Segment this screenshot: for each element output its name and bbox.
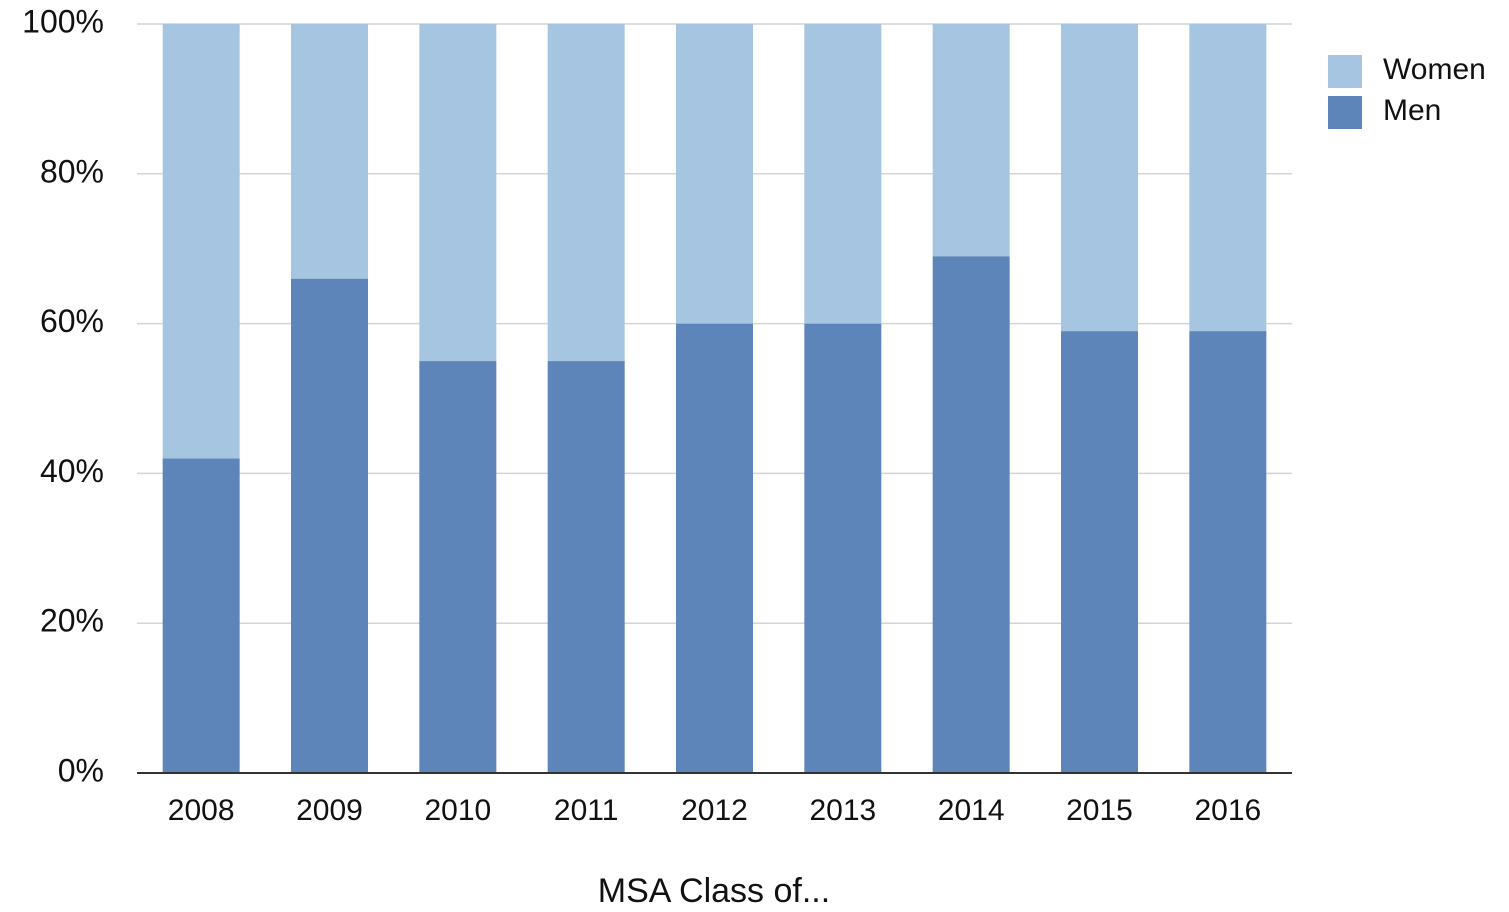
bar-segment	[419, 24, 497, 362]
x-tick-label: 2014	[938, 794, 1005, 827]
bar-segment	[547, 24, 625, 362]
bar-segment	[291, 278, 368, 773]
bar-segment	[804, 323, 882, 773]
y-tick-label: 100%	[22, 3, 104, 39]
x-tick-label: 2011	[554, 794, 619, 827]
legend-swatch	[1328, 96, 1362, 129]
bar-segment	[1189, 331, 1267, 773]
bar-segment	[932, 24, 1010, 257]
y-tick-label: 80%	[40, 153, 104, 189]
bar-segment	[162, 24, 240, 459]
y-tick-label: 0%	[58, 752, 104, 788]
x-tick-label: 2015	[1066, 794, 1133, 827]
y-tick-label: 40%	[40, 453, 104, 489]
x-tick-label: 2012	[681, 794, 748, 827]
bar-segment	[676, 24, 753, 324]
x-tick-label: 2016	[1194, 794, 1261, 827]
y-tick-label: 60%	[40, 303, 104, 339]
x-tick-label: 2008	[168, 794, 235, 827]
bar-segment	[1061, 24, 1138, 332]
bar-segment	[804, 24, 882, 324]
legend-label: Men	[1383, 94, 1441, 127]
bar-segment	[932, 256, 1010, 773]
bar-segment	[162, 458, 240, 773]
bar-segment	[1189, 24, 1267, 332]
bar-segment	[291, 24, 368, 279]
x-axis-title: MSA Class of...	[598, 872, 830, 910]
legend-label: Women	[1383, 53, 1486, 86]
x-tick-label: 2013	[809, 794, 876, 827]
bar-segment	[419, 361, 497, 773]
x-tick-label: 2009	[296, 794, 363, 827]
x-tick-label: 2010	[424, 794, 491, 827]
legend-swatch	[1328, 55, 1362, 88]
bar-segment	[1061, 331, 1138, 773]
y-tick-label: 20%	[40, 603, 104, 639]
bar-segment	[676, 323, 753, 773]
bar-segment	[547, 361, 625, 773]
